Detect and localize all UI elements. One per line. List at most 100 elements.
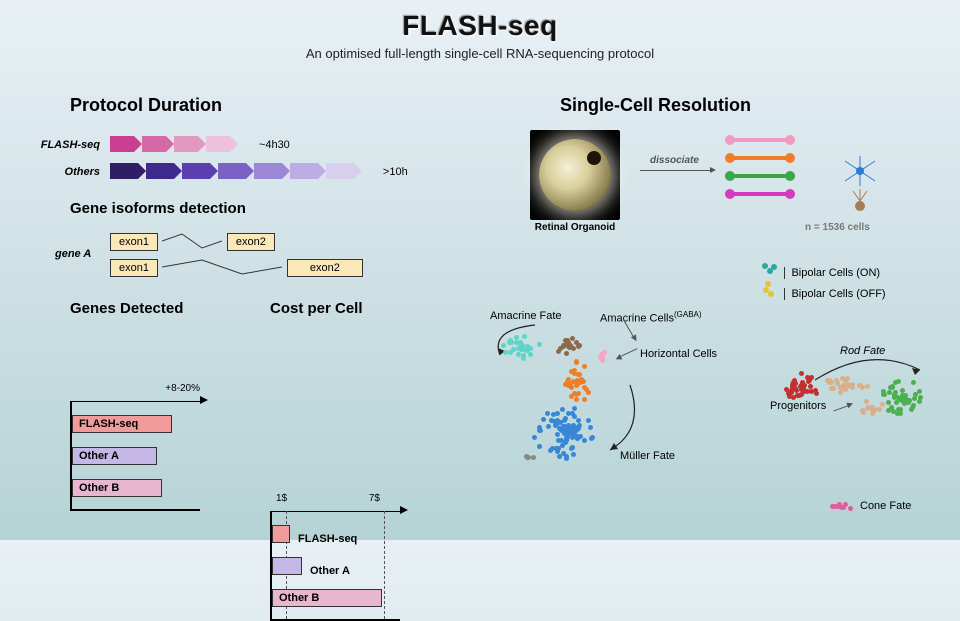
cluster-dot <box>571 452 576 457</box>
cluster-dot <box>586 418 591 423</box>
neuron-icons <box>730 138 910 218</box>
cluster-dot <box>555 411 560 416</box>
exon-box: exon1 <box>110 259 158 277</box>
neuron-icon <box>730 138 790 142</box>
cluster-dot <box>522 334 527 339</box>
genes-detected-chart: +8-20% FLASH-seqOther AOther B <box>70 401 200 511</box>
cost-min-label: 1$ <box>276 493 287 504</box>
chevron-segment <box>254 163 282 179</box>
cluster-dot <box>563 430 568 435</box>
cluster-dot <box>891 409 896 414</box>
label-cone-fate: Cone Fate <box>860 500 911 512</box>
cluster-dot <box>570 445 575 450</box>
bar-label: FLASH-seq <box>298 533 357 545</box>
exon-box: exon1 <box>110 233 158 251</box>
cluster-dot <box>584 387 589 392</box>
cluster-dot <box>881 392 886 397</box>
cluster-dot <box>537 444 542 449</box>
cost-max-label: 7$ <box>369 493 380 504</box>
gene-a-label: gene A <box>55 248 91 260</box>
genes-detected-heading: Genes Detected <box>70 300 183 318</box>
cluster-dot <box>898 407 903 412</box>
cluster-dot <box>503 350 508 355</box>
cluster-dot <box>864 399 869 404</box>
cluster-dot <box>516 352 521 357</box>
chevron-segment <box>146 163 174 179</box>
cluster-dot <box>602 350 607 355</box>
chevron-segment <box>326 163 354 179</box>
cluster-dot <box>896 379 901 384</box>
cluster-dot <box>582 438 587 443</box>
cluster-dot <box>564 351 569 356</box>
cluster-dot <box>590 435 595 440</box>
umap-right-cluster <box>770 370 950 450</box>
isoform-2: exon1 exon2 <box>110 258 363 277</box>
cluster-dot <box>582 364 587 369</box>
cluster-dot <box>551 412 556 417</box>
neuron-icon <box>730 156 790 160</box>
main-heading: FLASH-seq <box>0 10 960 42</box>
cluster-dot <box>898 411 903 416</box>
bar: Other B <box>72 479 162 497</box>
cluster-dot <box>545 411 550 416</box>
cluster-dot <box>546 424 551 429</box>
cluster-dot <box>900 388 905 393</box>
organoid-caption: Retinal Organoid <box>530 222 620 233</box>
cluster-dot <box>850 385 855 390</box>
cluster-dot <box>799 371 804 376</box>
chevron-segment <box>142 136 166 152</box>
chevron-segment <box>174 136 198 152</box>
bar: FLASH-seq <box>72 415 172 433</box>
cluster-dot <box>553 423 558 428</box>
chevron-segment <box>110 163 138 179</box>
cluster-dot <box>561 451 566 456</box>
retinal-organoid-image <box>530 130 620 220</box>
cluster-dot <box>576 379 581 384</box>
cost-per-cell-chart: 1$ 7$ FLASH-seqOther AOther B <box>270 511 400 621</box>
bar <box>272 557 302 575</box>
cluster-dot <box>805 389 810 394</box>
cluster-dot <box>564 456 569 461</box>
cluster-dot <box>870 411 875 416</box>
cluster-dot <box>848 506 853 511</box>
cluster-dot <box>531 455 536 460</box>
protocol-duration-heading: Protocol Duration <box>70 95 222 116</box>
improvement-label: +8-20% <box>165 383 200 394</box>
cluster-dot <box>582 397 587 402</box>
cluster-dot <box>870 407 875 412</box>
cluster-dot <box>528 346 533 351</box>
chevron-segment <box>182 163 210 179</box>
bar: Other B <box>272 589 382 607</box>
page-subtitle: An optimised full-length single-cell RNA… <box>0 46 960 61</box>
umap-cone-cluster <box>830 495 860 515</box>
protocol-row-flashseq: FLASH-seq ~4h30 <box>30 135 290 153</box>
chevron-segment <box>110 136 134 152</box>
chevron-segment <box>218 163 246 179</box>
cluster-dot <box>886 400 891 405</box>
page-title: FLASH-seq <box>0 0 960 42</box>
cost-per-cell-heading: Cost per Cell <box>270 300 363 318</box>
cluster-dot <box>576 418 581 423</box>
cluster-dot <box>541 417 546 422</box>
isoform-1: exon1 exon2 <box>110 232 275 251</box>
bar: Other A <box>72 447 157 465</box>
cluster-dot <box>575 436 580 441</box>
cluster-dot <box>526 455 531 460</box>
cluster-dot <box>588 425 593 430</box>
neuron-tuft-icon <box>845 186 875 221</box>
cluster-dot <box>877 407 882 412</box>
chevron-segment <box>290 163 318 179</box>
legend-bipolar-off: Bipolar Cells (OFF) <box>760 280 886 305</box>
cluster-dot <box>797 393 802 398</box>
cluster-dot <box>572 406 577 411</box>
label-amacrine-gaba: Amacrine Cells(GABA) <box>600 310 702 325</box>
n-cells-label: n = 1536 cells <box>805 222 870 233</box>
cluster-dot <box>577 343 582 348</box>
cluster-dot <box>571 346 576 351</box>
cluster-dot <box>865 384 870 389</box>
legend-bipolar-on: Bipolar Cells (ON) <box>760 262 880 281</box>
gene-isoforms-heading: Gene isoforms detection <box>70 200 246 218</box>
cluster-dot <box>807 378 812 383</box>
umap-left-cluster <box>490 325 690 505</box>
neuron-icon <box>730 174 790 178</box>
